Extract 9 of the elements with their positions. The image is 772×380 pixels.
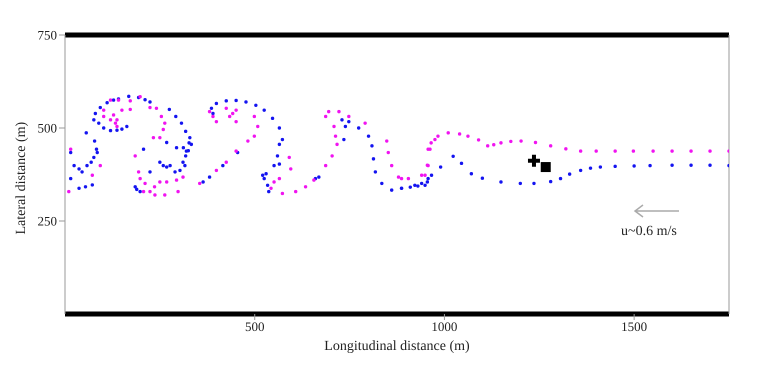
y-tick-label: 750	[38, 28, 57, 43]
annotation: u~0.6 m/s	[621, 224, 677, 240]
y-tick-label: 250	[38, 214, 57, 229]
x-tick-label: 500	[244, 319, 264, 334]
x-tick-label: 1000	[431, 319, 458, 334]
x-axis-title: Longitudinal distance (m)	[324, 339, 470, 354]
y-axis-title: Lateral distance (m)	[14, 121, 29, 234]
y-tick-label: 500	[38, 120, 57, 136]
x-tick-label: 1500	[621, 319, 648, 334]
